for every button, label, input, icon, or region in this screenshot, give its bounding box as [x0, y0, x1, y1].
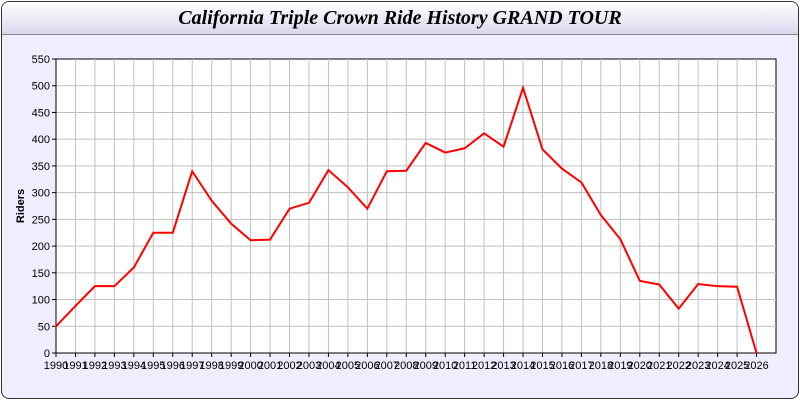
- y-tick-label: 0: [44, 348, 50, 360]
- chart-title: California Triple Crown Ride History GRA…: [178, 7, 622, 29]
- x-tick-label: 2007: [375, 360, 399, 372]
- y-axis-label: Riders: [15, 189, 27, 223]
- x-tick-label: 2008: [394, 360, 418, 372]
- y-tick-label: 150: [32, 268, 50, 280]
- plot-area: [55, 58, 777, 354]
- data-point: [249, 239, 252, 242]
- data-point: [541, 148, 544, 151]
- data-point: [171, 231, 174, 234]
- y-tick-label: 100: [32, 295, 50, 307]
- data-point: [600, 214, 602, 216]
- data-point: [113, 285, 116, 287]
- x-tick-label: 2022: [666, 360, 690, 372]
- x-tick-label: 2023: [686, 360, 710, 372]
- y-tick-label: 200: [32, 241, 50, 253]
- x-tick-label: 1991: [63, 360, 87, 372]
- x-tick-label: 2001: [258, 360, 282, 372]
- x-tick-label: 1992: [83, 360, 107, 372]
- data-point: [386, 170, 388, 173]
- data-point: [55, 325, 57, 328]
- x-tick-label: 1995: [141, 360, 165, 372]
- y-tick-label: 550: [32, 54, 50, 66]
- x-tick-label: 2000: [238, 360, 262, 372]
- y-tick-label: 450: [32, 107, 50, 119]
- x-tick-label: 2010: [433, 360, 457, 372]
- x-tick-label: 2024: [705, 360, 729, 372]
- x-tick-label: 1990: [44, 360, 68, 372]
- x-tick-label: 2020: [628, 360, 652, 372]
- y-tick-label: 500: [32, 81, 50, 93]
- y-tick-label: 250: [32, 214, 50, 226]
- x-tick-label: 2005: [336, 360, 360, 372]
- data-point: [152, 231, 155, 234]
- data-point: [619, 238, 622, 240]
- data-point: [424, 142, 427, 144]
- y-tick-label: 50: [38, 321, 50, 333]
- x-tick-label: 1996: [161, 360, 185, 372]
- data-point: [716, 285, 719, 287]
- data-point: [230, 222, 232, 225]
- x-tick-label: 2019: [608, 360, 632, 372]
- x-tick-label: 2006: [355, 360, 379, 372]
- data-point: [366, 207, 369, 210]
- x-tick-label: 2011: [453, 360, 477, 372]
- x-tick-label: 1998: [199, 360, 223, 372]
- x-tick-label: 2013: [491, 360, 515, 372]
- title-bar: California Triple Crown Ride History GRA…: [2, 2, 798, 35]
- x-tick-label: 1997: [180, 360, 204, 372]
- y-tick-label: 300: [32, 188, 50, 200]
- x-tick-label: 2021: [647, 360, 671, 372]
- data-point: [269, 238, 271, 241]
- data-point: [658, 283, 661, 286]
- data-point: [210, 199, 213, 202]
- x-tick-label: 2004: [316, 360, 340, 372]
- data-point: [327, 169, 330, 171]
- data-point: [677, 307, 680, 310]
- y-tick-label: 350: [32, 161, 50, 173]
- data-point: [697, 283, 699, 285]
- data-point: [74, 305, 77, 307]
- data-point: [308, 201, 310, 204]
- x-tick-label: 2012: [472, 360, 496, 372]
- data-point: [580, 181, 583, 184]
- x-tick-label: 2016: [550, 360, 574, 372]
- x-tick-label: 2018: [589, 360, 613, 372]
- data-point: [463, 147, 466, 150]
- data-point: [133, 266, 135, 269]
- x-tick-label: 2009: [413, 360, 437, 372]
- x-tick-label: 2026: [744, 360, 768, 372]
- data-point: [444, 151, 446, 154]
- x-tick-label: 2017: [569, 360, 593, 372]
- x-tick-label: 2002: [277, 360, 301, 372]
- data-point: [483, 132, 485, 135]
- data-point: [638, 280, 641, 282]
- x-tick-label: 1993: [102, 360, 126, 372]
- data-point: [405, 169, 408, 172]
- data-point: [502, 145, 505, 148]
- data-point: [94, 285, 96, 287]
- data-point: [522, 87, 524, 89]
- y-tick-label: 400: [32, 134, 50, 146]
- data-point: [736, 285, 738, 288]
- data-point: [288, 207, 291, 210]
- x-tick-label: 2014: [511, 360, 535, 372]
- x-tick-label: 2003: [297, 360, 321, 372]
- x-tick-label: 2025: [725, 360, 749, 372]
- data-point: [347, 186, 349, 189]
- x-tick-label: 1994: [122, 360, 146, 372]
- x-tick-label: 1999: [219, 360, 243, 372]
- data-point: [755, 352, 758, 354]
- data-point: [191, 170, 194, 173]
- data-point: [561, 167, 563, 170]
- x-tick-label: 2015: [530, 360, 554, 372]
